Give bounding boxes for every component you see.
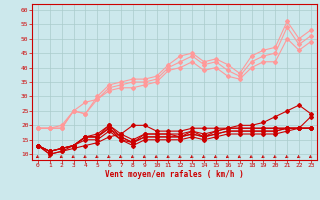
X-axis label: Vent moyen/en rafales ( km/h ): Vent moyen/en rafales ( km/h ) [105,170,244,179]
